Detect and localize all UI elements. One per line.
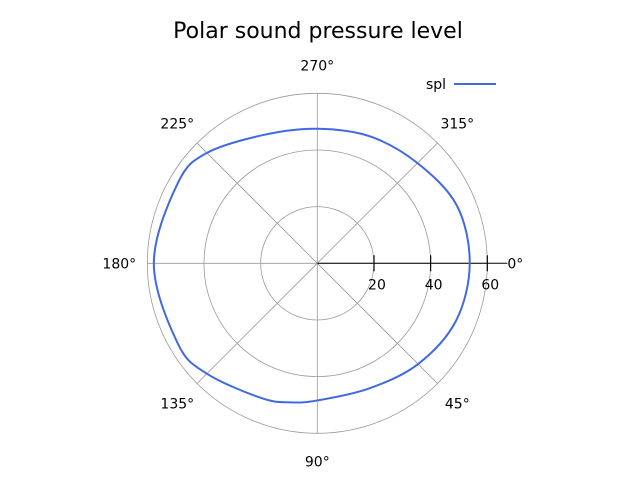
theta-tick-label: 315° — [440, 116, 474, 132]
theta-tick-label: 0° — [507, 256, 523, 272]
theta-grid-spoke — [196, 263, 318, 384]
theta-tick-label: 225° — [160, 116, 194, 132]
legend: spl — [426, 77, 496, 93]
theta-tick-label: 45° — [445, 396, 470, 412]
series-layer — [152, 127, 471, 404]
r-tick-label: 40 — [425, 277, 443, 293]
polar-grid — [146, 92, 508, 434]
theta-tick-label: 180° — [102, 256, 136, 272]
theta-tick-label: 270° — [300, 58, 334, 74]
tick-labels: 20 40 60 0° 45° 90° 135° 180° 225° 270° 315° — [102, 58, 523, 470]
r-tick-label: 20 — [368, 277, 386, 293]
theta-grid-spoke — [317, 142, 438, 264]
series-line-spl — [152, 127, 471, 404]
r-tick-label: 60 — [481, 277, 499, 293]
theta-grid-spoke — [196, 142, 318, 264]
theta-tick-label: 90° — [305, 454, 330, 470]
chart-title: Polar sound pressure level — [173, 19, 463, 44]
legend-label: spl — [426, 77, 446, 93]
theta-tick-label: 135° — [160, 396, 194, 412]
